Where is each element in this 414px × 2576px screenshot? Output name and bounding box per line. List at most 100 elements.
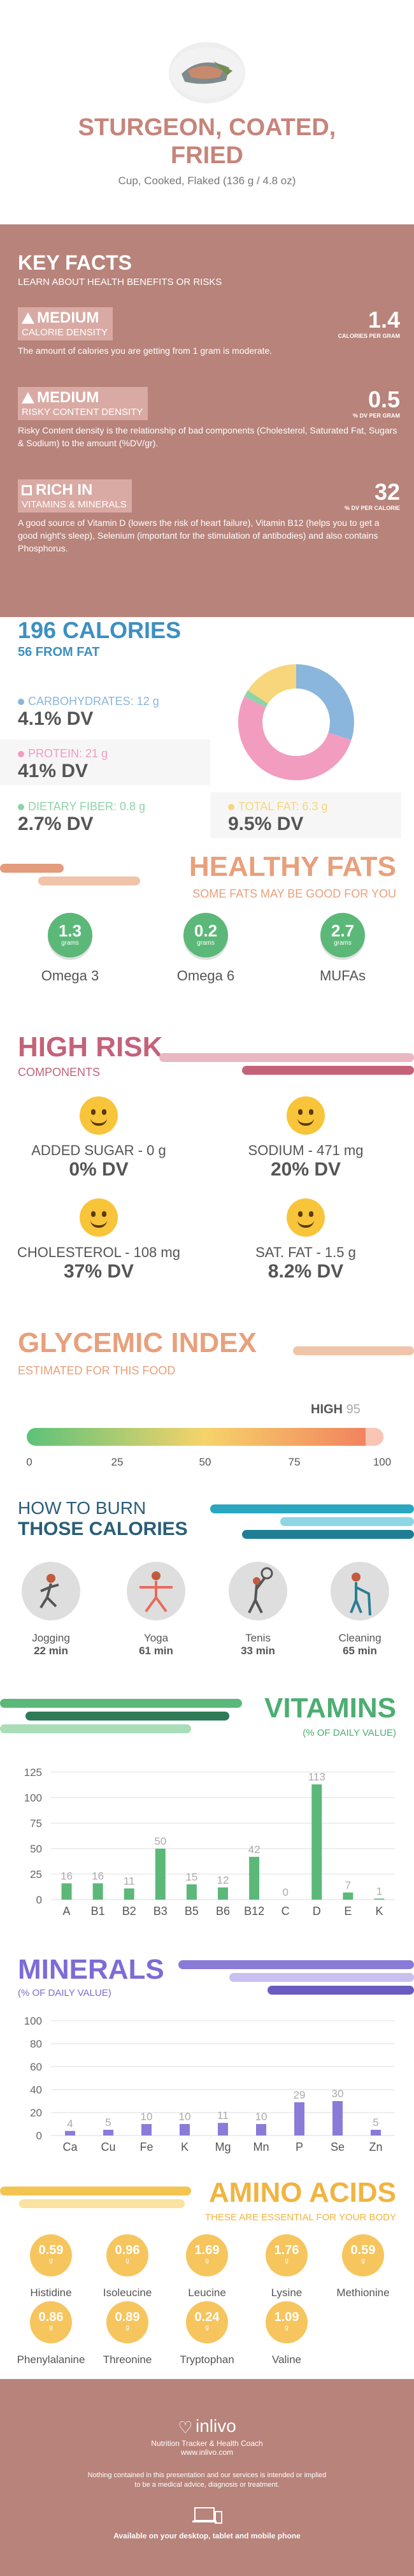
vitamins-bar-D bbox=[311, 1784, 322, 1900]
minerals-ytick: 60 bbox=[30, 2061, 42, 2073]
fat-mufas: 2.7 grams MUFAs bbox=[304, 913, 381, 984]
vitamins-value-B3: 50 bbox=[154, 1835, 166, 1847]
decor-bar bbox=[0, 864, 64, 873]
vitamins-bar-chart: 0 25 50 75 100 125 16 A 16 B1 11 B2 50 B3 15 B5 12 B6 42 B1… bbox=[24, 1766, 395, 1917]
fact-value: 0.5 % DV PER GRAM bbox=[352, 386, 400, 419]
minerals-value-Fe: 10 bbox=[141, 2111, 153, 2123]
heart-icon: ♡ bbox=[178, 2418, 193, 2437]
activity-yoga: Yoga 61 min bbox=[118, 1562, 194, 1657]
minerals-category-Se: Se bbox=[331, 2141, 345, 2153]
burn-title: HOW TO BURN THOSE CALORIES bbox=[18, 1498, 188, 1539]
minerals-ytick: 80 bbox=[30, 2038, 42, 2050]
decor-bar bbox=[229, 1973, 414, 1982]
vitamins-bar-E bbox=[343, 1892, 353, 1900]
minerals-bar-K bbox=[180, 2124, 190, 2136]
minerals-bar-Mn bbox=[256, 2124, 266, 2136]
fact-calorie-density: MEDIUM CALORIE DENSITY 1.4 CALORIES PER … bbox=[18, 307, 400, 357]
vitamins-title: VITAMINS bbox=[264, 1692, 396, 1724]
inlivo-logo: ♡ inlivo bbox=[178, 2416, 236, 2437]
jogging-icon bbox=[22, 1562, 80, 1620]
glycemic-gauge-remainder bbox=[366, 1428, 383, 1446]
macro-fiber: DIETARY FIBER: 0.8 g 2.7% DV bbox=[18, 800, 146, 834]
fact-tag: RICH IN VITAMINS & MINERALS bbox=[18, 479, 132, 513]
decor-bar bbox=[268, 1986, 414, 1995]
amino-subtitle: THESE ARE ESSENTIAL FOR YOUR BODY bbox=[204, 2212, 396, 2223]
minerals-bar-Ca bbox=[65, 2130, 75, 2136]
fact-value: 32 % DV PER CALORIE bbox=[344, 479, 400, 512]
fact-description: A good source of Vitamin D (lowers the r… bbox=[18, 518, 380, 553]
minerals-ytick: 100 bbox=[24, 2015, 42, 2027]
healthy-fats-subtitle: SOME FATS MAY BE GOOD FOR YOU bbox=[192, 887, 396, 900]
glycemic-gauge bbox=[27, 1428, 383, 1446]
yoga-icon bbox=[127, 1562, 185, 1620]
food-title: STURGEON, COATED, FRIED bbox=[78, 114, 336, 169]
warning-icon bbox=[22, 392, 34, 404]
vitamins-category-E: E bbox=[344, 1905, 352, 1917]
minerals-category-Zn: Zn bbox=[369, 2141, 382, 2153]
minerals-ytick: 40 bbox=[30, 2084, 42, 2096]
minerals-bar-Cu bbox=[103, 2130, 113, 2136]
vitamins-category-B5: B5 bbox=[185, 1905, 199, 1917]
decor-bar bbox=[280, 1517, 414, 1526]
vitamins-category-B12: B12 bbox=[244, 1905, 264, 1917]
warning-icon bbox=[22, 312, 34, 324]
vitamins-subtitle: (% OF DAILY VALUE) bbox=[303, 1728, 396, 1738]
vitamins-value-B12: 42 bbox=[248, 1844, 261, 1856]
vitamins-ytick: 0 bbox=[36, 1894, 42, 1906]
vitamins-ytick: 50 bbox=[30, 1843, 42, 1855]
vitamins-ytick: 125 bbox=[24, 1766, 42, 1779]
glycemic-tick: 50 bbox=[199, 1456, 211, 1468]
donut-slice-fat bbox=[238, 664, 354, 780]
vitamins-value-K: 1 bbox=[376, 1885, 382, 1897]
glycemic-tick: 25 bbox=[111, 1456, 124, 1468]
glycemic-tick: 75 bbox=[288, 1456, 301, 1468]
fat-omega6: 0.2 grams Omega 6 bbox=[168, 913, 244, 984]
minerals-bar-P bbox=[294, 2102, 304, 2136]
vitamins-bar-B2 bbox=[124, 1888, 134, 1900]
vitamins-value-B2: 11 bbox=[124, 1875, 135, 1887]
minerals-value-Zn: 5 bbox=[373, 2116, 378, 2128]
amino-phenylalanine: 0.86 g Phenylalanine bbox=[16, 2301, 86, 2366]
smiley-icon bbox=[80, 1198, 118, 1237]
fact-description: Risky Content density is the relationshi… bbox=[18, 425, 397, 448]
macro-fat: TOTAL FAT: 6.3 g 9.5% DV bbox=[210, 792, 401, 838]
smiley-icon bbox=[80, 1096, 118, 1135]
donut-slice-protein bbox=[238, 664, 354, 780]
fact-tag: MEDIUM RISKY CONTENT DENSITY bbox=[18, 387, 148, 420]
decor-bar bbox=[293, 1346, 414, 1355]
minerals-category-K: K bbox=[181, 2141, 189, 2153]
minerals-value-K: 10 bbox=[179, 2111, 191, 2123]
minerals-category-Cu: Cu bbox=[101, 2141, 115, 2153]
decor-bar bbox=[19, 2199, 185, 2208]
minerals-value-Cu: 5 bbox=[105, 2116, 111, 2128]
macro-protein: PROTEIN: 21 g 41% DV bbox=[0, 739, 210, 785]
vitamins-ytick: 100 bbox=[24, 1792, 42, 1804]
minerals-value-Se: 30 bbox=[332, 2088, 344, 2100]
minerals-category-Ca: Ca bbox=[62, 2141, 78, 2153]
amino-lysine: 1.76 g Lysine bbox=[252, 2234, 322, 2299]
decor-bar bbox=[0, 1724, 191, 1733]
cleaning-icon bbox=[331, 1562, 389, 1620]
fact-risky-density: MEDIUM RISKY CONTENT DENSITY 0.5 % DV PE… bbox=[18, 387, 400, 449]
vitamins-category-B2: B2 bbox=[122, 1905, 136, 1917]
amino-title: AMINO ACIDS bbox=[208, 2177, 396, 2208]
vitamins-value-C: 0 bbox=[282, 1886, 288, 1898]
vitamins-bar-B1 bbox=[92, 1883, 103, 1900]
activity-tenis: Tenis 33 min bbox=[220, 1562, 296, 1657]
hero-section: STURGEON, COATED, FRIED Cup, Cooked, Fla… bbox=[0, 0, 414, 224]
footer-site[interactable]: www.inlivo.com bbox=[180, 2448, 234, 2457]
amino-tryptophan: 0.24 g Tryptophan bbox=[172, 2301, 242, 2366]
minerals-bar-Se bbox=[332, 2101, 343, 2136]
fact-vitamins-minerals: RICH IN VITAMINS & MINERALS 32 % DV PER … bbox=[18, 479, 400, 555]
vitamins-category-C: C bbox=[282, 1905, 290, 1917]
minerals-category-P: P bbox=[296, 2141, 303, 2153]
vitamins-value-E: 7 bbox=[345, 1879, 351, 1891]
decor-bar bbox=[159, 1053, 414, 1062]
decor-bar bbox=[0, 2187, 191, 2195]
minerals-bar-Mg bbox=[218, 2123, 228, 2136]
amino-isoleucine: 0.96 g Isoleucine bbox=[92, 2234, 162, 2299]
minerals-value-Mg: 11 bbox=[217, 2109, 229, 2121]
minerals-category-Fe: Fe bbox=[139, 2141, 153, 2153]
calories-title: 196 CALORIES bbox=[18, 617, 182, 643]
calories-from-fat: 56 FROM FAT bbox=[18, 645, 100, 659]
